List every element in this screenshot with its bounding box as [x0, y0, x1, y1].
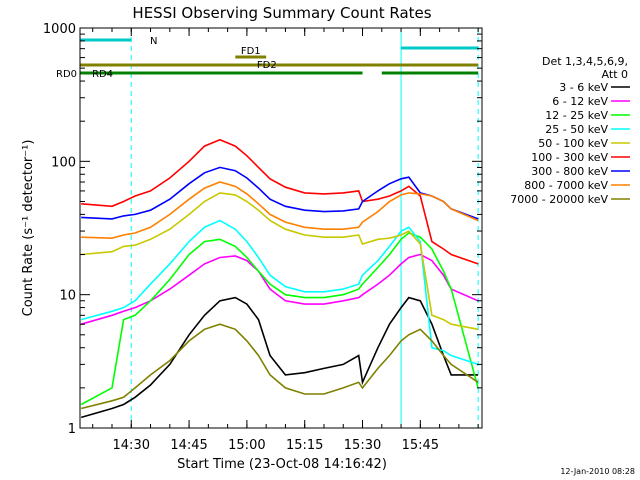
- series-line-7: [81, 181, 479, 240]
- y-tick-label-0: 1: [68, 422, 76, 437]
- annotation-label-n: N: [150, 36, 157, 47]
- legend-label-1: 6 - 12 keV: [552, 95, 608, 108]
- legend-header-line-2: Att 0: [602, 68, 628, 81]
- x-tick-label-0: 14:30: [113, 438, 150, 453]
- legend-label-5: 100 - 300 keV: [531, 151, 608, 164]
- annotation-label-rd4: RD4: [92, 69, 113, 80]
- annotation-label-rd0: RD0: [56, 69, 77, 80]
- legend-label-7: 800 - 7000 keV: [524, 179, 608, 192]
- series-line-5: [81, 138, 479, 265]
- series-line-4: [81, 192, 479, 331]
- x-tick-label-3: 15:15: [286, 438, 323, 453]
- series-line-8: [81, 323, 479, 410]
- legend-label-2: 12 - 25 keV: [545, 109, 608, 122]
- y-tick-label-2: 100: [51, 155, 76, 170]
- y-axis-label: Count Rate (s⁻¹ detector⁻¹): [21, 140, 36, 317]
- annotation-label-fd1: FD1: [241, 46, 261, 57]
- series-line-0: [80, 296, 479, 419]
- annotation-label-fd2: FD2: [257, 60, 277, 71]
- plot-frame: [79, 27, 483, 429]
- legend-label-3: 25 - 50 keV: [545, 123, 608, 136]
- series-line-1: [80, 253, 479, 325]
- x-tick-label-2: 15:00: [228, 438, 265, 453]
- y-tick-label-1: 10: [59, 289, 76, 304]
- legend-header-line-1: Det 1,3,4,5,6,9,: [542, 55, 628, 68]
- series-line-2: [80, 232, 479, 406]
- chart-title: HESSI Observing Summary Count Rates: [132, 4, 431, 22]
- legend-label-8: 7000 - 20000 keV: [510, 193, 608, 206]
- series-line-6: [81, 166, 479, 220]
- series-line-3: [80, 219, 479, 366]
- legend-label-6: 300 - 800 keV: [531, 165, 608, 178]
- footer-date: 12-Jan-2010 08:28: [560, 467, 635, 476]
- x-tick-label-5: 15:45: [402, 438, 439, 453]
- legend-label-0: 3 - 6 keV: [559, 81, 608, 94]
- x-tick-label-4: 15:30: [344, 438, 381, 453]
- y-tick-label-3: 1000: [43, 22, 76, 37]
- x-tick-label-1: 14:45: [170, 438, 207, 453]
- x-axis-label: Start Time (23-Oct-08 14:16:42): [177, 457, 387, 472]
- legend-label-4: 50 - 100 keV: [538, 137, 608, 150]
